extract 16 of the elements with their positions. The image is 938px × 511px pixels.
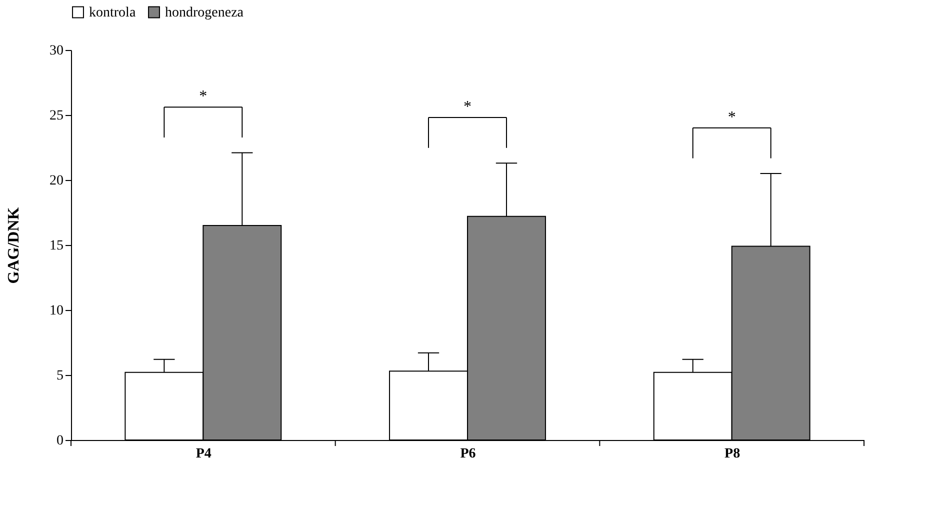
annotation: * (199, 88, 208, 106)
y-tick-label: 30 (50, 44, 64, 58)
y-tick-label: 5 (56, 368, 64, 384)
legend-label: hondrogeneza (165, 5, 244, 20)
x-tick-label: P4 (196, 446, 212, 462)
y-tick-label: 20 (50, 174, 64, 188)
legend-label: kontrola (89, 5, 136, 20)
y-tick-label: 15 (50, 238, 64, 254)
y-tick-label: 0 (56, 434, 64, 448)
y-tick-label: 25 (50, 108, 64, 124)
y-tick-label: 10 (50, 304, 64, 318)
annotation: * (464, 98, 472, 116)
y-axis-title: GAG/DNK (6, 206, 22, 284)
x-tick-label: P8 (724, 446, 740, 462)
annotation: * (728, 108, 736, 126)
x-tick-label: P6 (460, 446, 476, 462)
